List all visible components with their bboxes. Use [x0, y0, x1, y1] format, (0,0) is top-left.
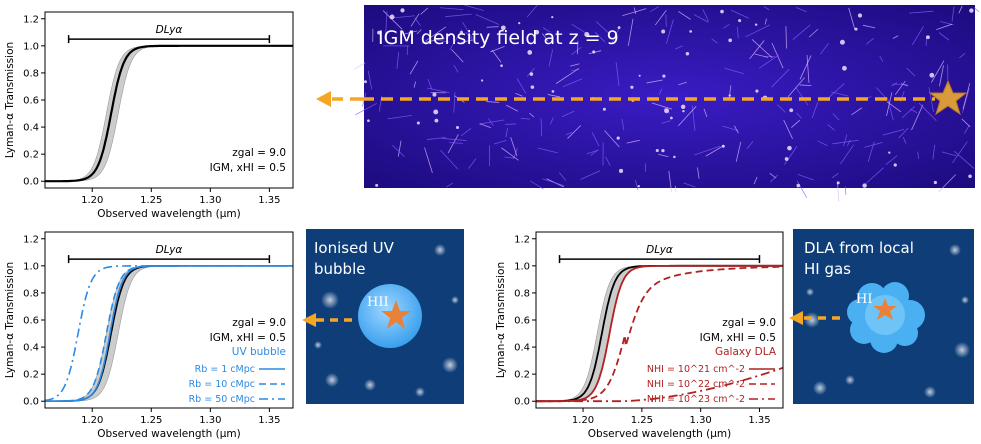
arrow-left-icon [316, 91, 331, 107]
dla-label-line2: HI gas [804, 260, 851, 278]
dlya-label: DLyα [646, 244, 673, 256]
bubble-label-line2: bubble [314, 260, 365, 278]
y-tick-label: 0.0 [23, 177, 39, 188]
bubble-badge: HII [367, 295, 389, 310]
x-tick-label: 1.25 [140, 415, 162, 426]
legend-entry: NHI = 10^21 cm^-2 [647, 364, 745, 375]
y-tick-label: 0.8 [514, 288, 530, 299]
x-tick-label: 1.30 [199, 195, 221, 206]
chart-annotation: zgal = 9.0 [232, 317, 286, 329]
bubble-label-line1: Ionised UV [314, 239, 395, 257]
y-axis-label: Lyman-α Transmission [4, 42, 16, 158]
chart-uncertainty-band [44, 45, 293, 182]
legend-entry: Rb = 50 cMpc [189, 394, 255, 405]
y-tick-label: 0.8 [23, 288, 39, 299]
x-tick-label: 1.30 [199, 415, 221, 426]
x-tick-label: 1.25 [140, 195, 162, 206]
y-tick-label: 0.0 [23, 397, 39, 408]
series-line-dla-2 [536, 265, 783, 403]
x-tick-label: 1.20 [81, 195, 103, 206]
series-line-bubble-3 [44, 265, 293, 402]
y-tick-label: 1.0 [23, 261, 39, 272]
legend-entry: Rb = 1 cMpc [195, 364, 255, 375]
series-line-dla-1 [536, 264, 783, 403]
chart-annotation: IGM, xHI = 0.5 [700, 332, 776, 344]
dlya-label: DLyα [156, 244, 183, 256]
series-line-igm-0 [45, 44, 293, 183]
arrow-to-bubble-chart [302, 313, 352, 327]
y-tick-label: 0.4 [514, 343, 530, 354]
x-tick-label: 1.30 [690, 415, 712, 426]
chart-dla-transmission: 0.0 0.2 0.4 0.6 0.8 1.0 1.2 1.20 1.25 1.30 1.35 Obs… [495, 231, 784, 440]
uv-bubble-image: Ionised UV bubble HII [306, 229, 464, 404]
x-tick-label: 1.20 [572, 415, 594, 426]
x-tick-label: 1.35 [748, 415, 770, 426]
chart-igm-transmission: 0.0 0.2 0.4 0.6 0.8 1.0 1.2 1.20 1.25 1.30 1.35 Obs… [4, 11, 294, 220]
series-line-bubble-2 [45, 265, 293, 402]
y-tick-label: 0.2 [23, 150, 39, 161]
y-tick-label: 0.6 [23, 96, 39, 107]
y-tick-label: 0.8 [23, 68, 39, 79]
y-tick-label: 0.4 [23, 343, 39, 354]
igm-galaxy-star-icon [928, 79, 968, 116]
y-tick-label: 1.0 [514, 261, 530, 272]
y-tick-label: 1.2 [23, 14, 39, 25]
arrow-left-icon [302, 313, 316, 327]
y-tick-label: 1.2 [514, 234, 530, 245]
x-tick-label: 1.20 [81, 415, 103, 426]
legend-title: Galaxy DLA [715, 346, 777, 358]
arrow-to-dla-chart [789, 311, 840, 325]
y-tick-label: 0.2 [514, 370, 530, 381]
y-axis-label: Lyman-α Transmission [4, 262, 16, 378]
dlya-label: DLyα [156, 24, 183, 36]
y-tick-label: 0.6 [23, 316, 39, 327]
dla-label-line1: DLA from local [804, 239, 914, 257]
y-axis-label: Lyman-α Transmission [495, 262, 507, 378]
legend-entry: NHI = 10^23 cm^-2 [647, 394, 745, 405]
igm-density-image: IGM density field at z = 9 [353, 4, 980, 202]
dla-galaxy-star-icon [873, 298, 897, 320]
legend-title: UV bubble [232, 346, 286, 358]
legend-entry: NHI = 10^22 cm^-2 [647, 379, 745, 390]
chart-annotation: IGM, xHI = 0.5 [210, 332, 286, 344]
y-tick-label: 0.6 [514, 316, 530, 327]
x-tick-label: 1.35 [258, 195, 280, 206]
bubble-background-sources [314, 244, 459, 397]
arrow-left-icon [789, 311, 803, 325]
x-tick-label: 1.25 [631, 415, 653, 426]
arrow-to-igm-chart [316, 91, 362, 107]
chart-annotation: IGM, xHI = 0.5 [210, 162, 286, 174]
chart-uv-bubble-transmission: 0.0 0.2 0.4 0.6 0.8 1.0 1.2 1.20 1.25 1.30 1.35 Obs… [4, 231, 294, 440]
y-tick-label: 1.0 [23, 41, 39, 52]
y-tick-label: 0.4 [23, 123, 39, 134]
x-axis-label: Observed wavelength (μm) [588, 428, 731, 440]
igm-image-label: IGM density field at z = 9 [378, 27, 619, 49]
chart-annotation: zgal = 9.0 [722, 317, 776, 329]
y-tick-label: 0.2 [23, 370, 39, 381]
chart-annotation: zgal = 9.0 [232, 147, 286, 159]
legend-entry: Rb = 10 cMpc [189, 379, 255, 390]
dla-badge: HI [856, 292, 872, 307]
dla-background-sources [804, 244, 970, 398]
igm-filaments [353, 4, 980, 202]
x-tick-label: 1.35 [258, 415, 280, 426]
y-tick-label: 0.0 [514, 397, 530, 408]
x-axis-label: Observed wavelength (μm) [97, 428, 240, 440]
x-axis-label: Observed wavelength (μm) [97, 208, 240, 220]
bubble-galaxy-star-icon [381, 300, 411, 329]
series-line-dla-3 [536, 366, 784, 403]
y-tick-label: 1.2 [23, 234, 39, 245]
